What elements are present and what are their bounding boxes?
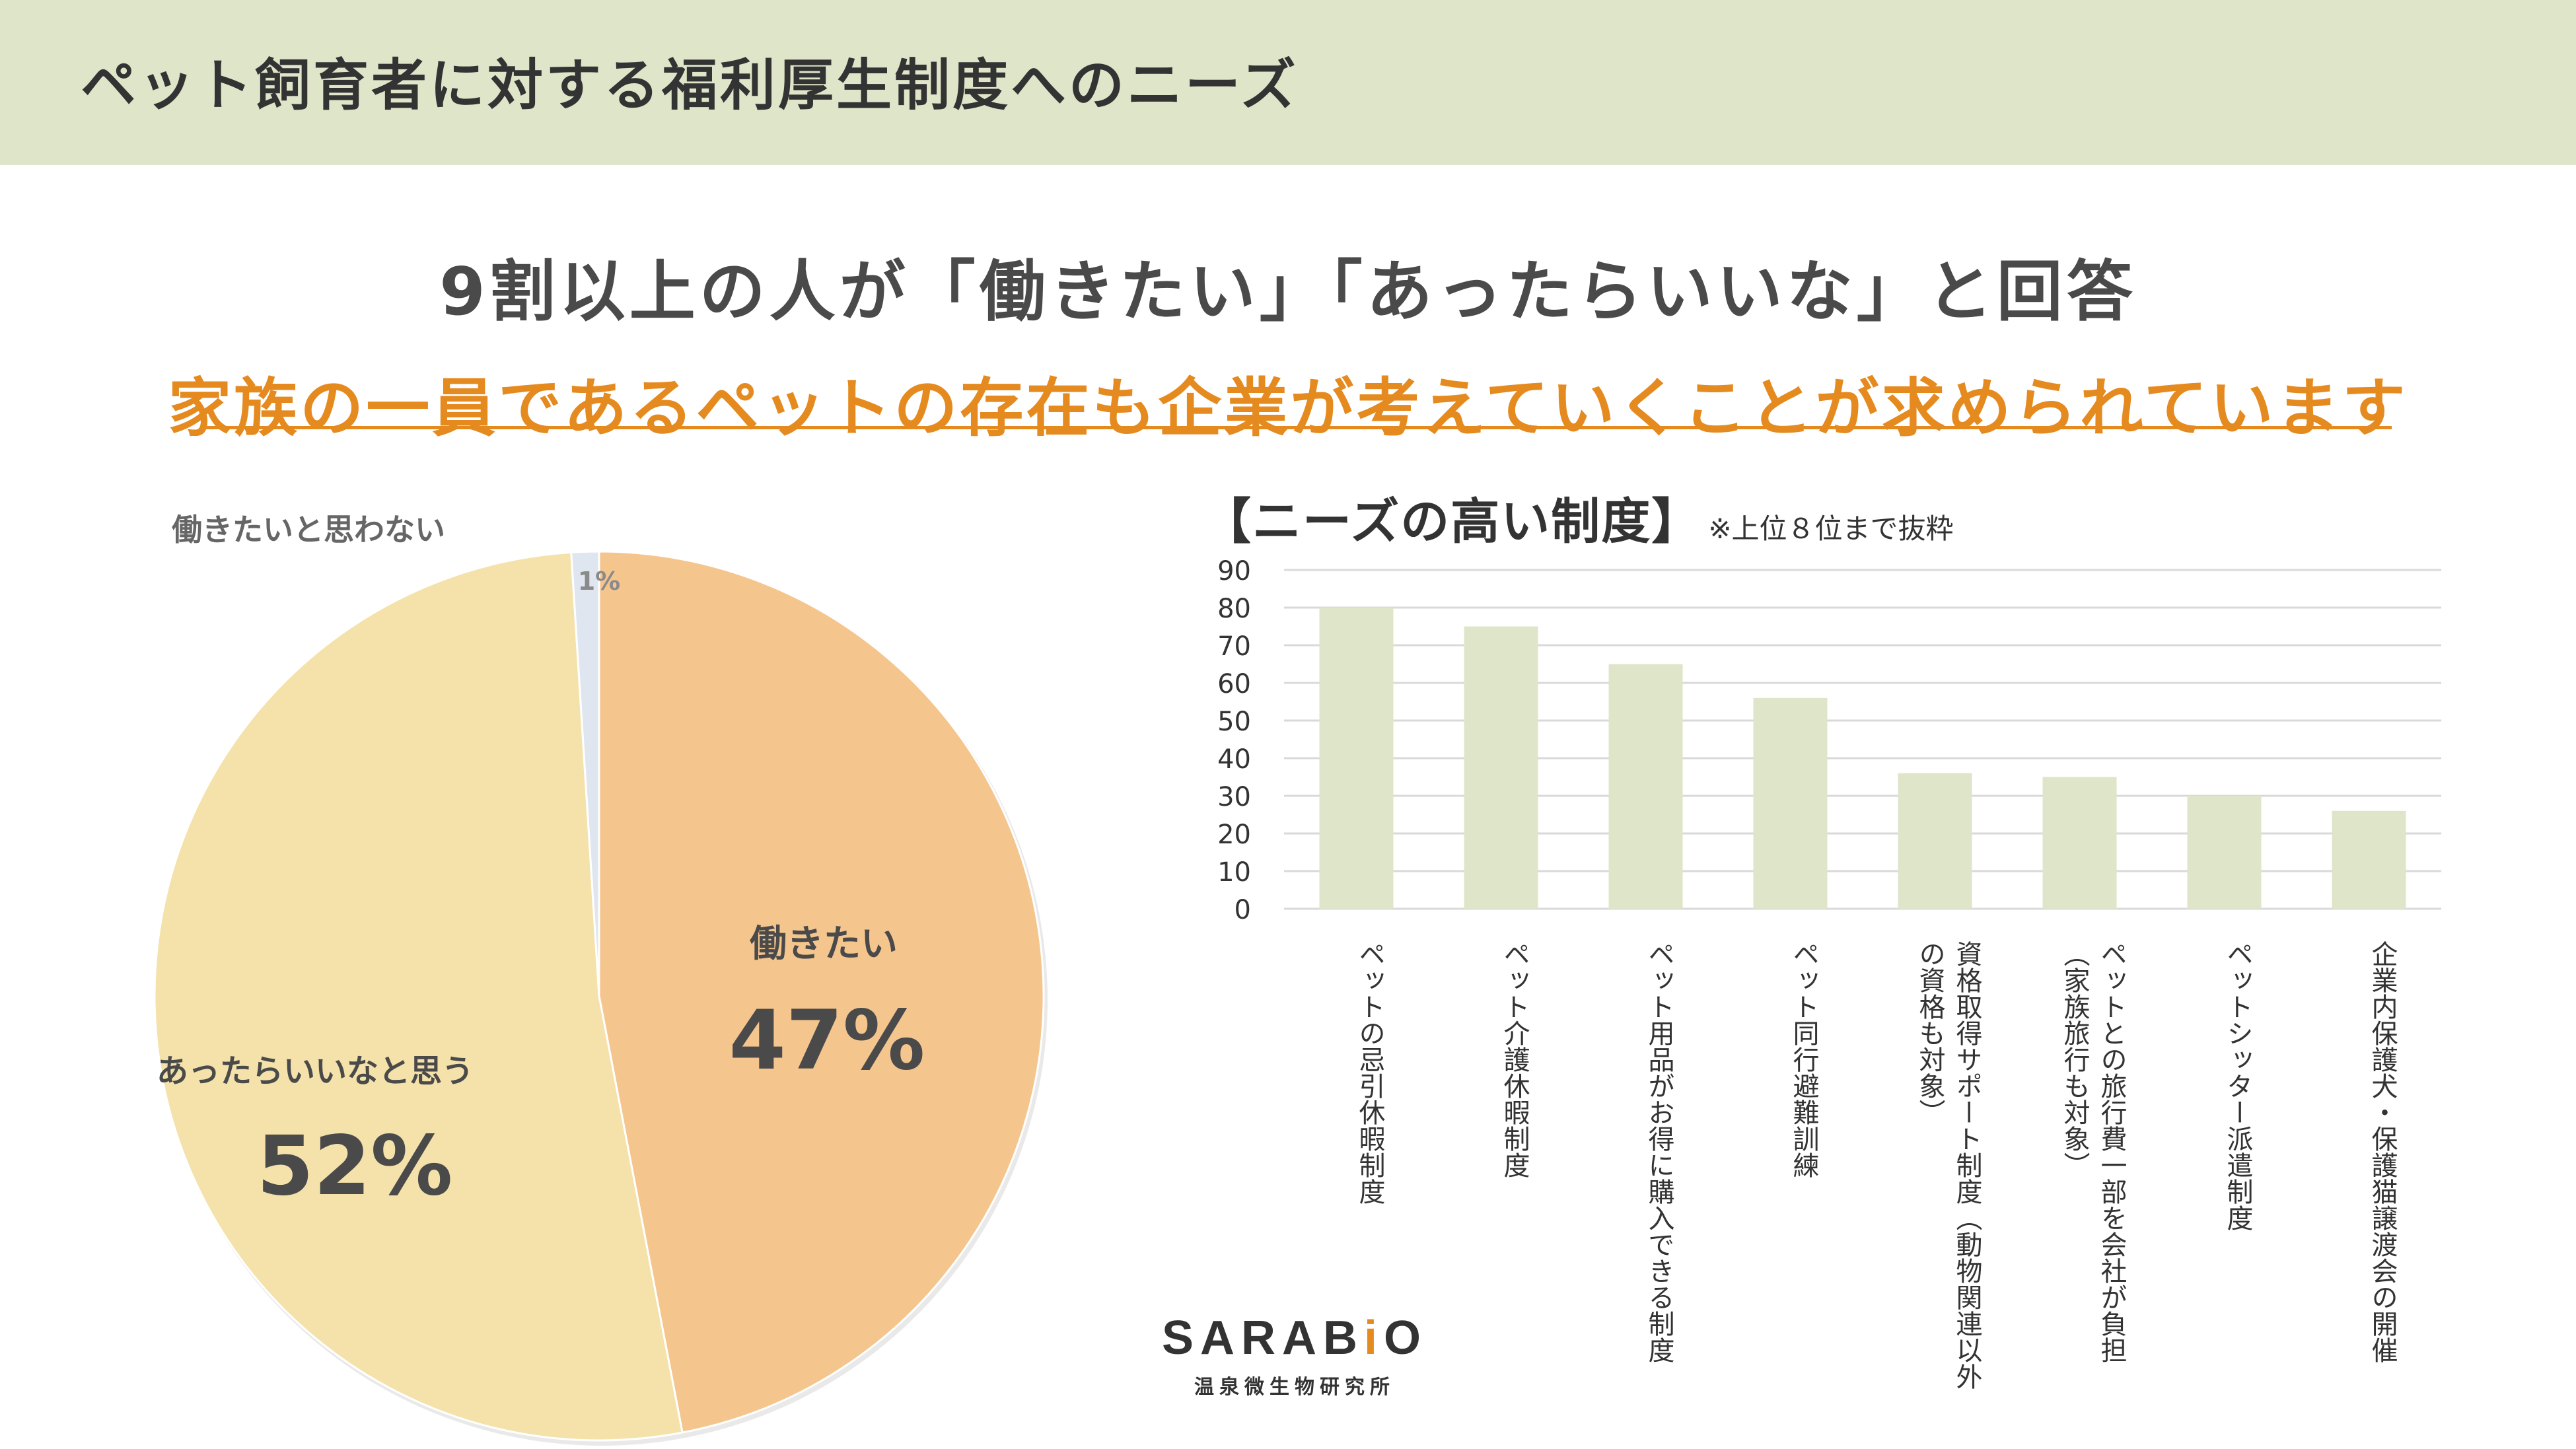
x-category-label-4-line-0: 資格取得サポート制度（動物関連以外	[1952, 940, 1983, 1390]
pie-label-0: 働きたい	[750, 923, 898, 966]
pie-slice-1	[153, 551, 684, 1442]
y-tick-label-4: 40	[1217, 744, 1251, 775]
pie-value-0: 47%	[729, 993, 925, 1088]
y-tick-label-6: 60	[1217, 669, 1251, 699]
bar-5	[2042, 777, 2117, 909]
bar-2	[1608, 664, 1683, 909]
pie-label-2: 働きたいと思わない	[172, 512, 445, 548]
pie-slice-2	[570, 550, 600, 997]
bar-6	[2187, 796, 2262, 909]
y-tick-label-3: 30	[1217, 782, 1251, 812]
subheadline-underline	[203, 426, 2392, 429]
logo-subtitle: 温泉微生物研究所	[1194, 1376, 1395, 1399]
x-category-label-7: 企業内保護犬・保護猫譲渡会の開催	[2367, 940, 2398, 1363]
y-tick-label-9: 90	[1217, 556, 1251, 586]
bar-3	[1753, 697, 1828, 909]
bar-0	[1319, 608, 1394, 909]
x-category-label-3: ペット同行避難訓練	[1789, 940, 1820, 1178]
headline: 9割以上の人が「働きたい」「あったらいいな」と回答	[439, 253, 2137, 330]
pie-label-1: あったらいいなと思う	[157, 1053, 474, 1090]
y-tick-label-2: 20	[1217, 820, 1251, 850]
y-tick-label-8: 80	[1217, 594, 1251, 624]
bar-chart-note: ※上位８位まで抜粋	[1708, 512, 1954, 545]
pie-slice-0	[598, 550, 1045, 1434]
page-title: ペット飼育者に対する福利厚生制度へのニーズ	[81, 53, 1299, 118]
x-category-label-5-line-0: ペットとの旅行費一部を会社が負担	[2096, 940, 2128, 1363]
subheadline: 家族の一員であるペットの存在も企業が考えていくことが求められています	[168, 371, 2408, 445]
bar-4	[1898, 773, 1972, 909]
x-category-label-0: ペットの忌引休暇制度	[1355, 940, 1386, 1205]
pie-value-1: 52%	[257, 1119, 453, 1214]
bar-chart-heading: 【ニーズの高い制度】 ※上位８位まで抜粋	[1202, 482, 1954, 553]
y-tick-label-1: 10	[1217, 857, 1251, 888]
x-category-label-4-line-1: の資格も対象）	[1915, 940, 1946, 1125]
logo-wordmark: SARABiO	[1161, 1312, 1428, 1364]
pie-chart: 働きたい 47% あったらいいなと思う 52% 働きたいと思わない 1%	[153, 512, 1048, 1446]
bar-7	[2332, 810, 2406, 909]
header-bar	[0, 0, 2576, 165]
bar-1	[1464, 626, 1538, 909]
y-tick-label-7: 70	[1217, 631, 1251, 662]
y-tick-label-5: 50	[1217, 707, 1251, 737]
pie-value-2: 1%	[578, 567, 621, 596]
y-tick-label-0: 0	[1234, 895, 1251, 925]
bar-chart: 0 10 20 30 40 50 60 70 80 90 ペットの忌引休暇制度 ペット介護休暇制度 ペッ…	[1217, 556, 2441, 1390]
x-category-label-5-line-1: （家族旅行も対象）	[2059, 940, 2091, 1178]
company-logo: SARABiO 温泉微生物研究所	[1149, 1311, 1440, 1399]
x-category-label-6: ペットシッター派遣制度	[2223, 940, 2253, 1231]
x-category-label-2: ペット用品がお得に購入できる制度	[1644, 940, 1675, 1363]
x-category-label-1: ペット介護休暇制度	[1499, 940, 1530, 1178]
bar-chart-title: 【ニーズの高い制度】	[1202, 493, 1702, 550]
